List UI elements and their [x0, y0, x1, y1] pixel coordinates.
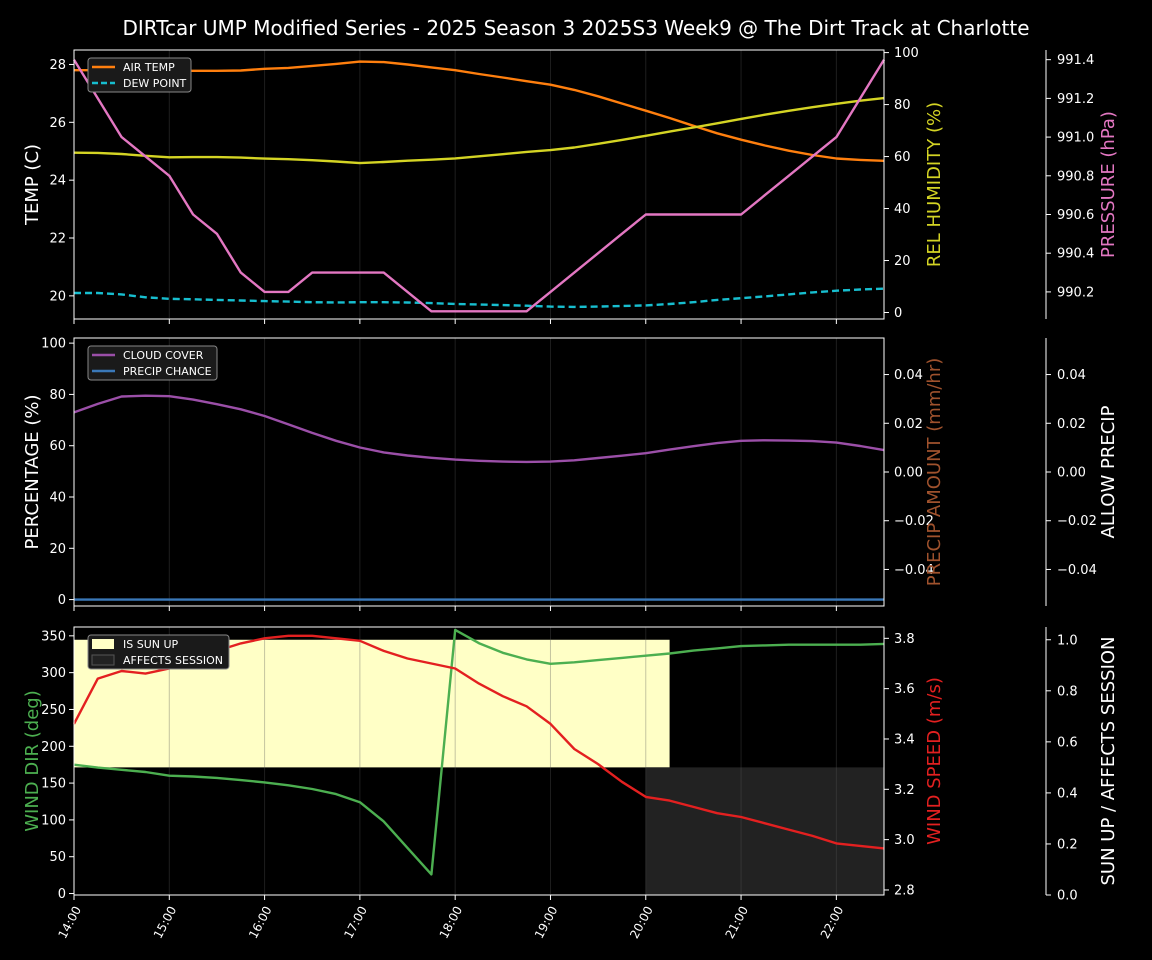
right1-tick-label: 20: [894, 254, 911, 269]
right2-tick-label: 991.2: [1057, 92, 1094, 107]
right2-tick-label: 990.8: [1057, 169, 1094, 184]
right1-tick-label: 60: [894, 150, 911, 165]
legend-label: IS SUN UP: [123, 638, 179, 651]
right1-axis-label: PRECIP AMOUNT (mm/hr): [924, 358, 945, 587]
right1-tick-label: 3.0: [894, 833, 915, 848]
left-tick-label: 150: [41, 777, 66, 792]
series-air-temp: [74, 60, 885, 162]
left-axis-label: TEMP (C): [22, 144, 43, 226]
legend-label: AFFECTS SESSION: [123, 654, 223, 667]
panel-temperature: 20 22 24 26 28 0 20 40 60 80 100 990.2 990.4 990.6 990…: [22, 46, 1119, 324]
panel-cloud-precip: 0 20 40 60 80 100 −0.04 −0.02 0.00 0.02 0.04 −0.04 −…: [22, 337, 1119, 611]
right2-tick-label: 991.0: [1057, 131, 1094, 146]
region-affects-session: [645, 767, 884, 895]
left-tick-label: 20: [49, 289, 66, 304]
chart-title: DIRTcar UMP Modified Series - 2025 Seaso…: [122, 16, 1029, 40]
legend-label: PRECIP CHANCE: [123, 365, 212, 378]
right2-tick-label: 990.4: [1057, 247, 1094, 262]
left-axis-label: PERCENTAGE (%): [22, 394, 43, 549]
right1-tick-label: 40: [894, 202, 911, 217]
left-tick-label: 28: [49, 58, 66, 73]
right2-tick-label: 991.4: [1057, 53, 1094, 68]
left-tick-label: 0: [58, 887, 66, 902]
legend-box: [87, 634, 230, 670]
right1-tick-label: 2.8: [894, 883, 915, 898]
right2-tick-label: 990.6: [1057, 208, 1094, 223]
right1-tick-label: 0: [894, 306, 902, 321]
left-tick-label: 50: [49, 850, 66, 865]
right1-tick-label: 0.02: [894, 417, 923, 432]
panel-frame: [73, 49, 885, 320]
left-tick-label: 100: [41, 337, 66, 352]
left-tick-label: 40: [49, 491, 66, 506]
right2-tick-label: 0.02: [1057, 417, 1086, 432]
right1-tick-label: 0.04: [894, 368, 923, 383]
left-tick-label: 60: [49, 439, 66, 454]
series-pressure: [72, 59, 886, 313]
legend-label: CLOUD COVER: [123, 349, 204, 362]
legend-label: DEW POINT: [123, 77, 187, 90]
right1-tick-label: 100: [894, 46, 919, 61]
left-tick-label: 80: [49, 388, 66, 403]
right1-tick-label: −0.02: [894, 514, 934, 529]
series-rel-humidity: [73, 96, 885, 165]
series-cloud-cover: [73, 394, 885, 464]
left-tick-label: 300: [41, 666, 66, 681]
legend-swatch: [91, 654, 115, 666]
right2-tick-label: 0.00: [1057, 466, 1086, 481]
series-dew-point: [74, 287, 885, 309]
chart-layer: 20 22 24 26 28 0 20 40 60 80 100 990.2 990.4 990.6 990…: [22, 46, 1119, 941]
right2-tick-label: 0.4: [1057, 786, 1078, 801]
right2-axis-label: PRESSURE (hPa): [1098, 111, 1119, 258]
right2-tick-label: −0.04: [1057, 563, 1097, 578]
right1-axis-label: WIND SPEED (m/s): [924, 677, 945, 845]
series-wind-dir: [73, 628, 885, 876]
right2-tick-label: 0.0: [1057, 889, 1078, 904]
left-tick-label: 20: [49, 542, 66, 557]
left-tick-label: 250: [41, 703, 66, 718]
left-tick-label: 0: [58, 593, 66, 608]
legend-label: AIR TEMP: [123, 61, 175, 74]
right1-tick-label: 0.00: [894, 466, 923, 481]
right2-tick-label: 0.04: [1057, 368, 1086, 383]
right2-axis-label: ALLOW PRECIP: [1098, 405, 1119, 538]
right1-tick-label: 3.4: [894, 732, 915, 747]
legend-box: [87, 345, 218, 381]
left-tick-label: 22: [49, 232, 66, 247]
right1-tick-label: 3.6: [894, 682, 915, 697]
left-tick-label: 24: [49, 174, 66, 189]
left-tick-label: 26: [49, 116, 66, 131]
right1-tick-label: 80: [894, 98, 911, 113]
right2-tick-label: 1.0: [1057, 633, 1078, 648]
left-tick-label: 200: [41, 740, 66, 755]
right2-tick-label: 0.2: [1057, 837, 1078, 852]
left-tick-label: 100: [41, 813, 66, 828]
panel-frame: [73, 626, 885, 896]
right2-tick-label: −0.02: [1057, 514, 1097, 529]
right2-axis-label: SUN UP / AFFECTS SESSION: [1098, 636, 1119, 885]
right2-tick-label: 0.6: [1057, 735, 1078, 750]
right1-tick-label: 3.2: [894, 783, 915, 798]
left-tick-label: 350: [41, 629, 66, 644]
right1-axis-label: REL HUMIDITY (%): [924, 102, 945, 267]
right2-tick-label: 990.2: [1057, 285, 1094, 300]
left-axis-label: WIND DIR (deg): [22, 690, 43, 832]
right2-tick-label: 0.8: [1057, 684, 1078, 699]
legend-swatch: [92, 639, 114, 649]
right1-tick-label: 3.8: [894, 632, 915, 647]
right1-tick-label: −0.04: [894, 563, 934, 578]
